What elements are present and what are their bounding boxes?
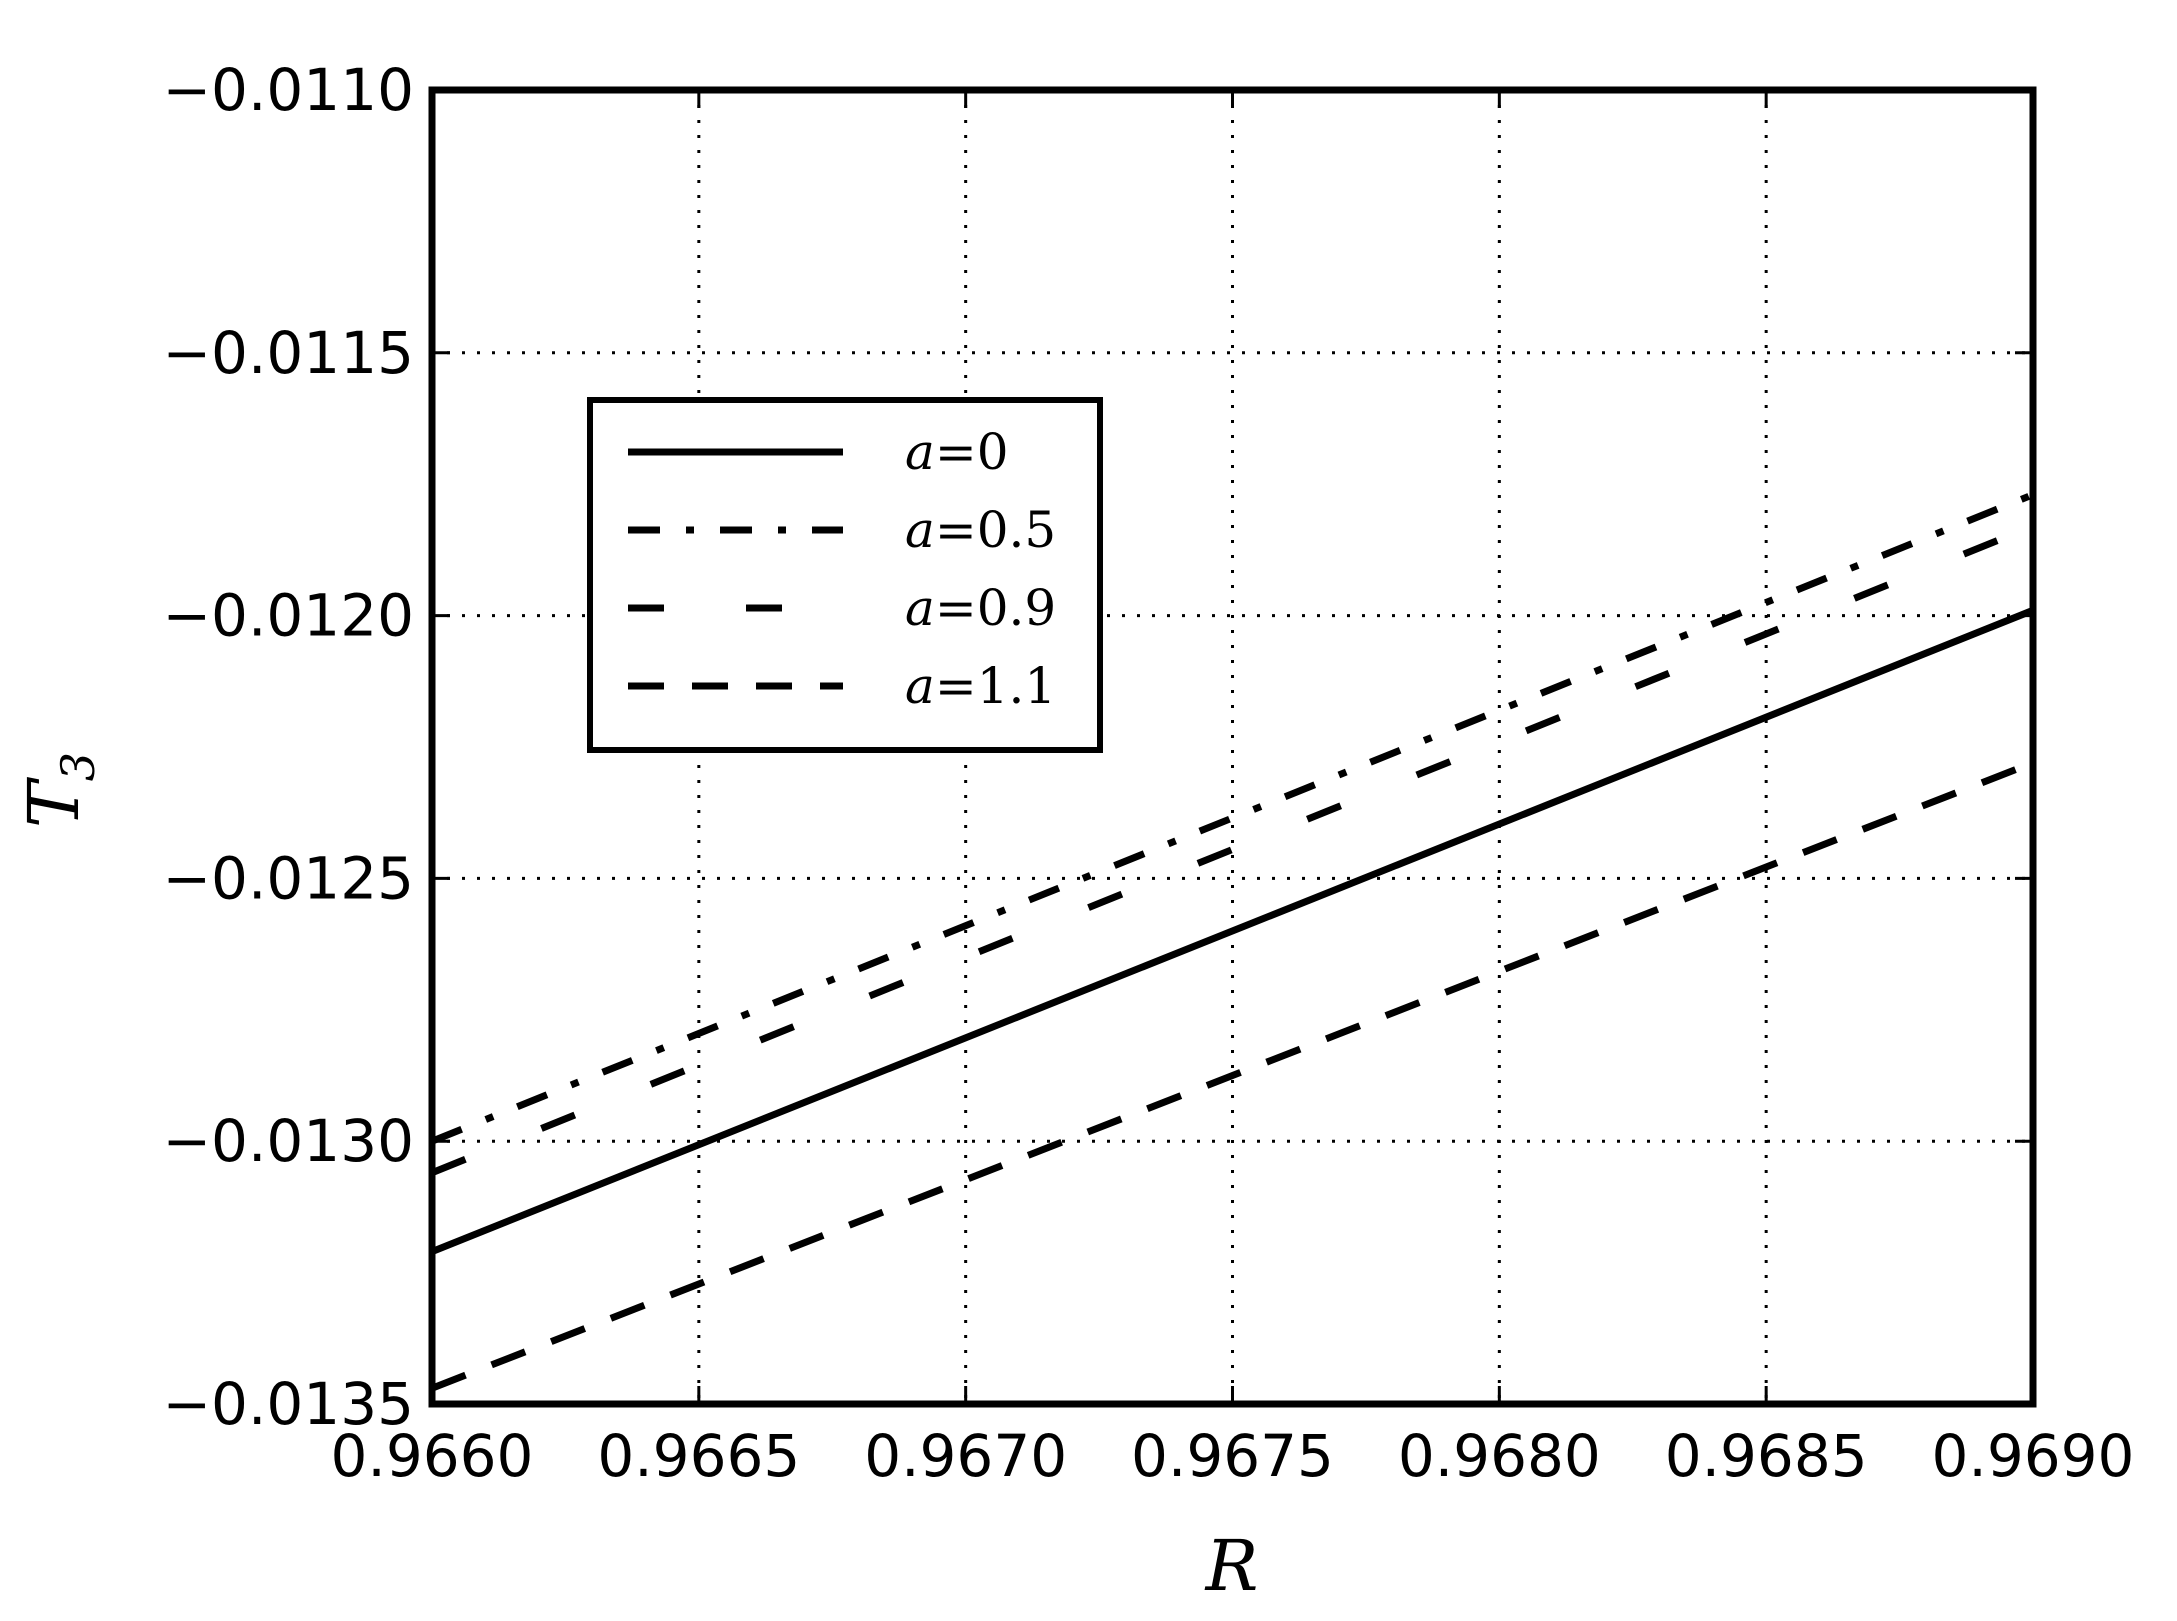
series-line xyxy=(430,522,2035,1176)
plot-frame xyxy=(428,86,2037,1408)
x-axis-title: R xyxy=(1204,1525,1259,1607)
y-tick-labels: −0.0110 −0.0115 −0.0120 −0.0125 −0.0130 −0.01… xyxy=(162,56,414,1438)
legend-box xyxy=(587,397,1103,753)
svg-text:T3: T3 xyxy=(13,752,105,828)
y-tick-label: −0.0125 xyxy=(162,844,414,912)
y-tick-label: −0.0120 xyxy=(162,582,414,650)
legend-label-var: a xyxy=(905,501,935,559)
x-tick-label: 0.9670 xyxy=(864,1422,1067,1490)
y-axis-title: T3 xyxy=(13,752,105,828)
series-line xyxy=(430,607,2035,1255)
y-axis-title-main: T xyxy=(13,777,95,828)
y-tick-label: −0.0110 xyxy=(162,56,414,124)
x-tick-label: 0.9680 xyxy=(1398,1422,1601,1490)
legend: a=0a=0.5a=0.9a=1.1 xyxy=(587,397,1103,753)
x-tick-label: 0.9685 xyxy=(1665,1422,1868,1490)
y-tick-label: −0.0135 xyxy=(162,1370,414,1438)
x-tick-labels: 0.9660 0.9665 0.9670 0.9675 0.9680 0.9685 0.96… xyxy=(331,1422,2135,1490)
series-line xyxy=(430,491,2035,1145)
legend-entries: a=0a=0.5a=0.9a=1.1 xyxy=(628,423,1056,715)
legend-label-value: =0 xyxy=(935,423,1009,481)
y-axis-title-sub: 3 xyxy=(51,752,105,781)
x-tick-label: 0.9665 xyxy=(597,1422,800,1490)
series-group xyxy=(430,491,2035,1392)
legend-label: a=0 xyxy=(905,423,1009,481)
legend-label-value: =0.5 xyxy=(935,501,1056,559)
legend-label-value: =0.9 xyxy=(935,579,1056,637)
x-tick-label: 0.9675 xyxy=(1131,1422,1334,1490)
legend-label-var: a xyxy=(905,579,935,637)
grid xyxy=(432,90,2033,1404)
legend-label-value: =1.1 xyxy=(935,657,1056,715)
legend-label: a=0.9 xyxy=(905,579,1056,637)
legend-label-var: a xyxy=(905,423,935,481)
y-tick-label: −0.0130 xyxy=(162,1107,414,1175)
y-tick-label: −0.0115 xyxy=(162,319,414,387)
legend-label-var: a xyxy=(905,657,935,715)
series-line xyxy=(430,759,2035,1392)
legend-label: a=0.5 xyxy=(905,501,1056,559)
x-tick-label: 0.9690 xyxy=(1932,1422,2135,1490)
x-tick-label: 0.9660 xyxy=(331,1422,534,1490)
legend-label: a=1.1 xyxy=(905,657,1056,715)
